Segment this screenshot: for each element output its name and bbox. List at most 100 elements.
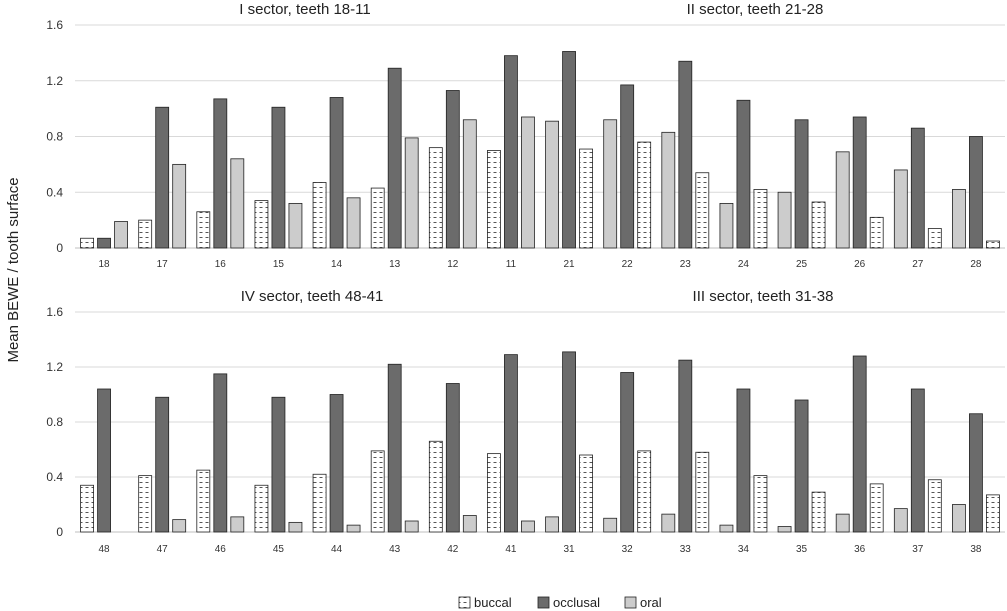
legend-label-occlusal: occlusal (553, 595, 600, 610)
bar-buccal-15 (254, 200, 269, 249)
bar-occlusal-48 (97, 388, 111, 533)
bar-oral-16 (230, 158, 245, 249)
bar-oral-42 (462, 515, 477, 533)
bar-oral-28 (952, 189, 966, 249)
bar-occlusal-44 (329, 394, 344, 533)
bar-oral-41 (521, 520, 535, 533)
bar-occlusal-21 (562, 51, 576, 249)
bar-occlusal-27 (910, 127, 925, 249)
panel-title: IV sector, teeth 48-41 (241, 288, 384, 305)
bar-buccal-14 (312, 182, 327, 249)
bar-buccal-43 (370, 450, 385, 533)
x-tick-label: 36 (854, 544, 866, 555)
bar-oral-13 (404, 137, 419, 249)
bar-oral-36 (835, 513, 850, 533)
bar-buccal-26 (869, 216, 884, 249)
bar-oral-34 (719, 524, 734, 533)
x-tick-label: 23 (680, 259, 692, 270)
bar-occlusal-12 (445, 90, 460, 249)
x-tick-label: 18 (99, 259, 111, 270)
x-tick-label: 27 (912, 259, 924, 270)
x-tick-label: 14 (331, 259, 343, 270)
bar-occlusal-45 (271, 396, 286, 533)
bar-occlusal-33 (678, 359, 693, 533)
x-tick-label: 44 (331, 544, 343, 555)
x-tick-label: 15 (273, 259, 285, 270)
bar-oral-45 (288, 521, 303, 533)
bar-buccal-48 (80, 484, 94, 533)
bar-occlusal-43 (387, 363, 402, 533)
bar-oral-33 (661, 513, 676, 533)
y-tick-label: 0.4 (46, 185, 63, 199)
y-tick-label: 0.4 (46, 470, 63, 484)
bar-occlusal-14 (329, 97, 344, 249)
legend-swatch-oral (624, 596, 637, 609)
x-tick-label: 33 (680, 544, 692, 555)
legend-label-oral: oral (640, 595, 662, 610)
bar-buccal-34 (753, 475, 768, 533)
bar-occlusal-42 (445, 383, 460, 533)
bar-buccal-35 (811, 491, 826, 533)
bar-occlusal-13 (387, 67, 402, 249)
x-tick-label: 28 (970, 259, 982, 270)
bar-occlusal-38 (969, 413, 983, 533)
x-tick-label: 16 (215, 259, 227, 270)
x-tick-label: 37 (912, 544, 924, 555)
bar-oral-17 (172, 163, 187, 249)
bar-buccal-11 (487, 150, 501, 249)
bar-oral-27 (893, 169, 908, 249)
bar-buccal-17 (138, 219, 153, 249)
x-tick-label: 24 (738, 259, 750, 270)
bar-oral-43 (404, 520, 419, 533)
bar-oral-23 (661, 131, 676, 249)
x-tick-label: 42 (447, 544, 459, 555)
bar-oral-26 (835, 151, 850, 249)
bar-occlusal-32 (620, 372, 635, 533)
bar-occlusal-35 (794, 399, 809, 533)
bar-oral-12 (462, 119, 477, 249)
bar-buccal-42 (428, 440, 443, 533)
bar-buccal-36 (869, 483, 884, 533)
bar-oral-14 (346, 197, 361, 249)
bar-oral-18 (114, 221, 128, 249)
x-tick-label: 17 (157, 259, 169, 270)
bar-buccal-44 (312, 473, 327, 533)
bar-oral-21 (545, 120, 559, 249)
x-tick-label: 26 (854, 259, 866, 270)
bar-buccal-16 (196, 211, 211, 249)
bar-occlusal-11 (504, 55, 518, 249)
x-tick-label: 47 (157, 544, 169, 555)
bar-oral-32 (603, 517, 618, 533)
x-tick-label: 34 (738, 544, 750, 555)
bar-occlusal-24 (736, 99, 751, 249)
bar-buccal-31 (579, 454, 593, 533)
bar-buccal-46 (196, 469, 211, 533)
bar-oral-31 (545, 516, 559, 533)
bar-occlusal-18 (97, 237, 111, 249)
y-tick-label: 1.2 (46, 360, 63, 374)
bar-oral-22 (603, 119, 618, 249)
y-tick-label: 0 (56, 525, 63, 539)
bar-occlusal-26 (852, 116, 867, 249)
panel-title: II sector, teeth 21-28 (687, 1, 824, 18)
y-tick-label: 0.8 (46, 130, 63, 144)
x-tick-label: 31 (564, 544, 576, 555)
bar-buccal-22 (637, 141, 652, 249)
bar-occlusal-22 (620, 84, 635, 249)
bar-buccal-12 (428, 147, 443, 249)
y-tick-label: 0.8 (46, 415, 63, 429)
bar-occlusal-41 (504, 354, 518, 533)
bar-oral-44 (346, 524, 361, 533)
legend-swatch-buccal (458, 596, 471, 609)
bar-oral-47 (172, 519, 187, 533)
x-tick-label: 21 (564, 259, 576, 270)
legend-label-buccal: buccal (474, 595, 512, 610)
bar-occlusal-16 (213, 98, 228, 249)
x-tick-label: 41 (505, 544, 517, 555)
x-tick-label: 43 (389, 544, 401, 555)
bar-occlusal-34 (736, 388, 751, 533)
bar-occlusal-23 (678, 60, 693, 249)
bar-buccal-32 (637, 450, 652, 533)
bar-buccal-21 (579, 148, 593, 249)
x-tick-label: 45 (273, 544, 285, 555)
